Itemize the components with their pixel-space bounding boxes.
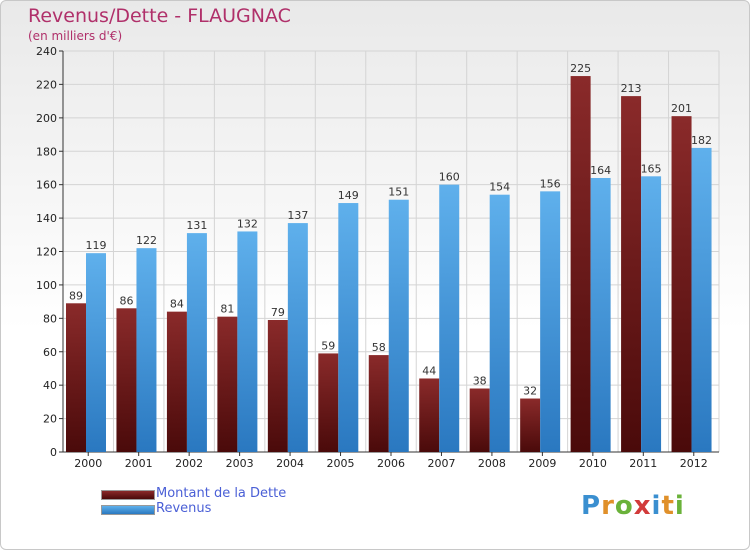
y-tick-label: 240 bbox=[36, 45, 57, 58]
y-tick-label: 200 bbox=[36, 112, 57, 125]
bar-revenus bbox=[338, 203, 359, 452]
logo-letter: i bbox=[651, 491, 662, 521]
data-label-revenus: 151 bbox=[388, 186, 409, 199]
x-tick-label: 2001 bbox=[125, 457, 153, 470]
data-label-revenus: 160 bbox=[439, 171, 460, 184]
bar-dette bbox=[621, 96, 642, 453]
data-label-revenus: 137 bbox=[287, 209, 308, 222]
x-tick-label: 2000 bbox=[74, 457, 102, 470]
data-label-dette: 84 bbox=[170, 298, 184, 311]
bar-revenus bbox=[237, 231, 258, 452]
y-tick-label: 40 bbox=[43, 379, 57, 392]
data-label-dette: 201 bbox=[671, 102, 692, 115]
data-label-dette: 225 bbox=[570, 62, 591, 75]
x-tick-label: 2006 bbox=[377, 457, 405, 470]
bar-dette bbox=[469, 388, 490, 452]
x-tick-label: 2009 bbox=[528, 457, 556, 470]
data-label-revenus: 182 bbox=[691, 134, 712, 147]
y-tick-label: 220 bbox=[36, 78, 57, 91]
y-tick-label: 100 bbox=[36, 279, 57, 292]
data-label-dette: 59 bbox=[321, 339, 335, 352]
y-tick-label: 60 bbox=[43, 346, 57, 359]
bar-dette bbox=[166, 311, 187, 452]
logo-letter: P bbox=[581, 491, 602, 521]
data-label-revenus: 132 bbox=[237, 217, 258, 230]
x-tick-label: 2004 bbox=[276, 457, 304, 470]
x-tick-label: 2008 bbox=[478, 457, 506, 470]
data-label-revenus: 165 bbox=[641, 162, 662, 175]
x-tick-label: 2011 bbox=[629, 457, 657, 470]
data-label-dette: 58 bbox=[372, 341, 386, 354]
data-label-revenus: 164 bbox=[590, 164, 611, 177]
logo-letter: i bbox=[674, 491, 685, 521]
bar-revenus bbox=[287, 223, 308, 452]
x-tick-label: 2012 bbox=[680, 457, 708, 470]
data-label-revenus: 119 bbox=[86, 239, 107, 252]
data-label-dette: 79 bbox=[271, 306, 285, 319]
bars bbox=[66, 76, 712, 453]
data-label-dette: 38 bbox=[473, 375, 487, 388]
data-label-dette: 213 bbox=[621, 82, 642, 95]
bar-revenus bbox=[590, 177, 611, 452]
legend-label-revenue: Revenus bbox=[156, 501, 212, 516]
bar-revenus bbox=[641, 176, 662, 452]
logo-letter: x bbox=[633, 491, 652, 521]
data-label-dette: 89 bbox=[69, 289, 83, 302]
logo-letter: r bbox=[601, 491, 615, 521]
x-tick-label: 2005 bbox=[327, 457, 355, 470]
chart-title: Revenus/Dette - FLAUGNAC bbox=[28, 5, 291, 27]
data-labels: 89 119 86 122 84 131 81 132 79 137 59 149 58 151 44 160… bbox=[69, 62, 712, 397]
y-tick-label: 80 bbox=[43, 312, 57, 325]
legend-swatch-debt bbox=[101, 490, 155, 500]
bar-dette bbox=[520, 398, 541, 452]
data-label-revenus: 154 bbox=[489, 181, 510, 194]
bar-revenus bbox=[186, 233, 207, 452]
data-label-revenus: 149 bbox=[338, 189, 359, 202]
x-tick-label: 2010 bbox=[579, 457, 607, 470]
proxiti-logo: Proxiti bbox=[581, 491, 685, 521]
x-tick-label: 2002 bbox=[175, 457, 203, 470]
bar-revenus bbox=[136, 248, 157, 452]
bar-dette bbox=[66, 303, 86, 452]
y-tick-label: 120 bbox=[36, 246, 57, 259]
bar-revenus bbox=[439, 184, 460, 452]
bar-dette bbox=[116, 308, 137, 452]
y-tick-label: 140 bbox=[36, 212, 57, 225]
y-tick-label: 180 bbox=[36, 145, 57, 158]
data-label-revenus: 122 bbox=[136, 234, 157, 247]
data-label-revenus: 131 bbox=[186, 219, 207, 232]
data-label-dette: 86 bbox=[119, 294, 133, 307]
bar-dette bbox=[368, 355, 389, 452]
logo-letter: o bbox=[614, 491, 634, 521]
bar-revenus bbox=[489, 194, 510, 453]
bar-dette bbox=[419, 378, 440, 452]
y-tick-label: 20 bbox=[43, 413, 57, 426]
bar-revenus bbox=[691, 147, 712, 453]
bar-revenus bbox=[86, 253, 106, 452]
x-tick-label: 2007 bbox=[427, 457, 455, 470]
data-label-dette: 44 bbox=[422, 364, 436, 377]
bar-dette bbox=[570, 76, 591, 452]
x-tick-label: 2003 bbox=[226, 457, 254, 470]
logo-letter: t bbox=[661, 491, 675, 521]
bar-dette bbox=[217, 316, 238, 452]
chart-subtitle: (en milliers d'€) bbox=[28, 29, 123, 43]
bar-revenus bbox=[388, 199, 409, 452]
legend-swatch-revenue bbox=[101, 505, 155, 515]
legend-label-debt: Montant de la Dette bbox=[156, 486, 287, 501]
y-tick-label: 160 bbox=[36, 179, 57, 192]
data-label-dette: 32 bbox=[523, 385, 537, 398]
data-label-revenus: 156 bbox=[540, 177, 561, 190]
y-tick-label: 0 bbox=[50, 446, 57, 459]
bar-dette bbox=[267, 320, 288, 452]
bar-dette bbox=[671, 116, 692, 452]
bar-dette bbox=[318, 353, 339, 452]
data-label-dette: 81 bbox=[220, 303, 234, 316]
bar-revenus bbox=[540, 191, 561, 452]
